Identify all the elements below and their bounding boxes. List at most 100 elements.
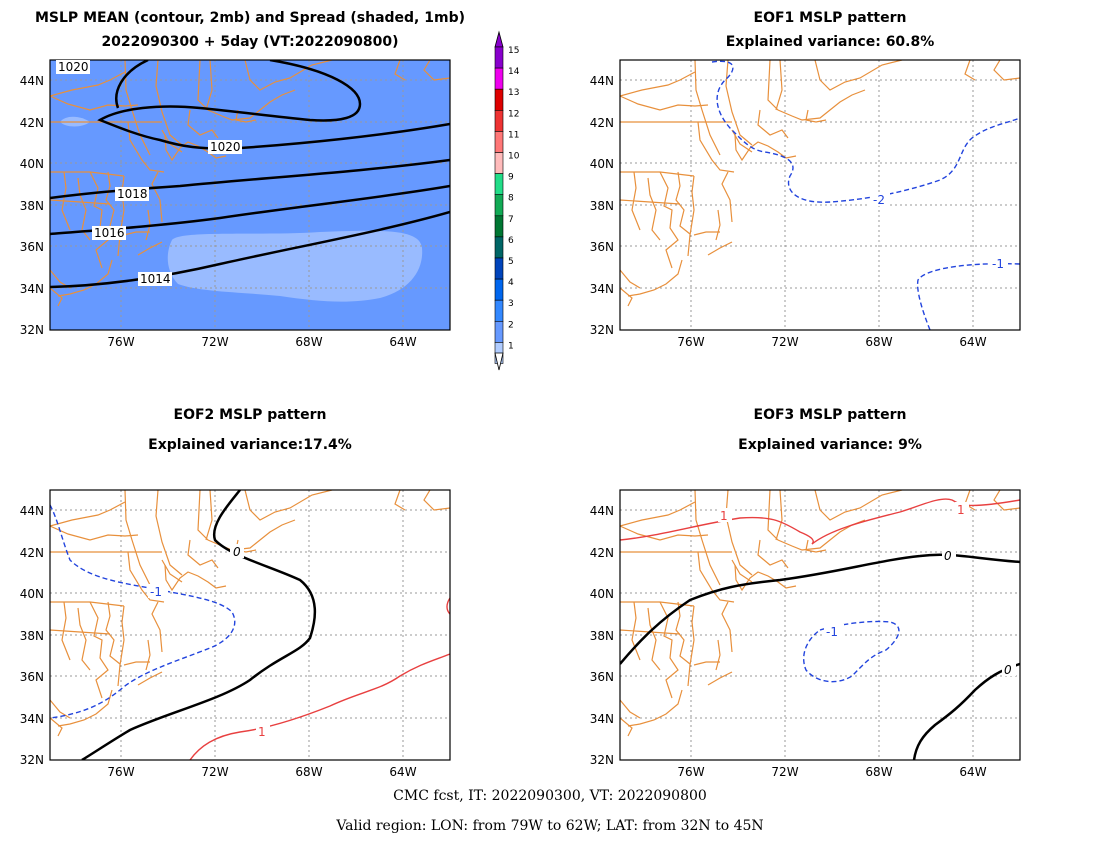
lon-tick: 72W — [771, 765, 798, 779]
panel1-spread-low-region — [167, 230, 423, 302]
lat-tick: 44N — [20, 504, 44, 518]
colorbar-cell — [494, 110, 504, 132]
colorbar-cell — [494, 46, 504, 69]
panel1-map: 1020 1020 1018 1016 1014 44N 42N 40N 38N… — [20, 59, 451, 349]
colorbar-label: 9 — [508, 173, 514, 183]
lon-tick: 68W — [865, 335, 892, 349]
p1-label-1020a: 1020 — [58, 60, 89, 74]
panel1-contour-labels: 1020 1020 1018 1016 1014 — [56, 60, 242, 286]
lon-tick: 68W — [295, 335, 322, 349]
lon-tick: 68W — [865, 765, 892, 779]
colorbar-cell — [494, 131, 504, 153]
panel1-lat-ticks: 44N 42N 40N 38N 36N 34N 32N — [20, 74, 44, 337]
lat-tick: 40N — [20, 587, 44, 601]
p4-label-neg1: -1 — [826, 625, 838, 639]
panel4-zero-contour-b — [912, 662, 1020, 760]
colorbar-label: 13 — [508, 88, 519, 98]
lat-tick: 34N — [590, 282, 614, 296]
lat-tick: 40N — [590, 157, 614, 171]
panel2-map: -2 -1 44N 42N 40N 38N 36N 34N 32N 76W 72… — [590, 59, 1021, 349]
lon-tick: 76W — [677, 335, 704, 349]
lat-tick: 42N — [590, 546, 614, 560]
p3-label-0: 0 — [233, 545, 241, 559]
colorbar-label: 14 — [508, 67, 520, 77]
lon-tick: 72W — [201, 335, 228, 349]
panel3-lat-ticks: 44N 42N 40N 38N 36N 34N 32N — [20, 504, 44, 767]
lat-tick: 32N — [590, 323, 614, 337]
colorbar-cell — [494, 67, 504, 90]
panel3-positive-contour — [189, 653, 450, 760]
lon-tick: 76W — [107, 765, 134, 779]
lat-tick: 44N — [590, 74, 614, 88]
lat-tick: 32N — [20, 753, 44, 767]
panel4-title: EOF3 MSLP pattern Explained variance: 9% — [580, 400, 1080, 460]
colorbar-label: 7 — [508, 215, 514, 225]
lat-tick: 44N — [590, 504, 614, 518]
colorbar-cell — [494, 257, 504, 280]
p1-label-1018: 1018 — [117, 187, 148, 201]
colorbar-label: 1 — [508, 341, 514, 351]
colorbar-label: 2 — [508, 320, 514, 330]
panel4-negative-contour — [802, 620, 900, 683]
lat-tick: 40N — [590, 587, 614, 601]
footer-line2: Valid region: LON: from 79W to 62W; LAT:… — [336, 818, 764, 834]
panel2-title: EOF1 MSLP pattern Explained variance: 60… — [580, 6, 1080, 54]
lat-tick: 34N — [20, 282, 44, 296]
colorbar-label: 6 — [508, 236, 514, 246]
colorbar-label: 8 — [508, 194, 514, 204]
panel1-title: MSLP MEAN (contour, 2mb) and Spread (sha… — [0, 6, 500, 54]
panel3-title-line1: EOF2 MSLP pattern — [173, 407, 327, 423]
panel4-map: 1 1 0 -1 0 44N 42N 40N 38N 36N 34N 32N 7… — [590, 489, 1021, 779]
colorbar-cell — [494, 299, 504, 322]
p2-label-neg1: -1 — [992, 257, 1004, 271]
colorbar-cell — [494, 215, 504, 238]
p1-label-1016: 1016 — [94, 226, 125, 240]
lat-tick: 38N — [590, 629, 614, 643]
colorbar: 15 14 13 12 11 10 9 8 7 6 5 4 3 2 1 — [494, 30, 520, 371]
panel3-contour-labels: 0 -1 1 — [148, 544, 270, 739]
lon-tick: 76W — [107, 335, 134, 349]
colorbar-cell — [494, 236, 504, 259]
colorbar-cell — [494, 278, 504, 301]
lat-tick: 38N — [590, 199, 614, 213]
p4-label-1b: 1 — [957, 503, 965, 517]
colorbar-cell — [494, 88, 504, 111]
p3-label-neg1: -1 — [150, 585, 162, 599]
lat-tick: 42N — [20, 546, 44, 560]
panel4-positive-contour-a — [620, 516, 814, 545]
lat-tick: 36N — [590, 240, 614, 254]
lat-tick: 32N — [590, 753, 614, 767]
lat-tick: 40N — [20, 157, 44, 171]
panel1-lon-ticks: 76W 72W 68W 64W — [107, 335, 416, 349]
panel4-title-line1: EOF3 MSLP pattern — [753, 407, 907, 423]
lat-tick: 38N — [20, 199, 44, 213]
p4-label-0b: 0 — [1004, 663, 1012, 677]
colorbar-top-arrow — [494, 30, 504, 48]
panel2-contours — [711, 60, 1020, 330]
panel3-title-line2: Explained variance:17.4% — [148, 437, 352, 453]
colorbar-cell — [494, 173, 504, 196]
lon-tick: 64W — [959, 765, 986, 779]
lon-tick: 64W — [389, 335, 416, 349]
colorbar-cell — [494, 320, 504, 343]
panel2-title-line2: Explained variance: 60.8% — [725, 34, 935, 50]
panel2-lon-ticks: 76W 72W 68W 64W — [677, 335, 986, 349]
p2-label-neg2: -2 — [873, 193, 885, 207]
panel3-positive-edge — [446, 597, 450, 615]
p1-label-1020b: 1020 — [210, 140, 241, 154]
lat-tick: 36N — [20, 670, 44, 684]
lat-tick: 42N — [20, 116, 44, 130]
p1-label-1014: 1014 — [140, 272, 171, 286]
panel2-contour-labels: -2 -1 — [870, 193, 1008, 271]
colorbar-bottom-arrow — [494, 352, 504, 371]
panel3-map: 0 -1 1 44N 42N 40N 38N 36N 34N 32N 76W 7… — [20, 489, 451, 779]
panel4-contour-labels: 1 1 0 -1 0 — [718, 502, 1016, 677]
footer-line1: CMC fcst, IT: 2022090300, VT: 2022090800 — [393, 788, 707, 804]
colorbar-label: 4 — [508, 278, 514, 288]
colorbar-label: 10 — [508, 152, 520, 162]
panel3-title: EOF2 MSLP pattern Explained variance:17.… — [0, 400, 500, 460]
panel4-lon-ticks: 76W 72W 68W 64W — [677, 765, 986, 779]
lat-tick: 38N — [20, 629, 44, 643]
lon-tick: 68W — [295, 765, 322, 779]
